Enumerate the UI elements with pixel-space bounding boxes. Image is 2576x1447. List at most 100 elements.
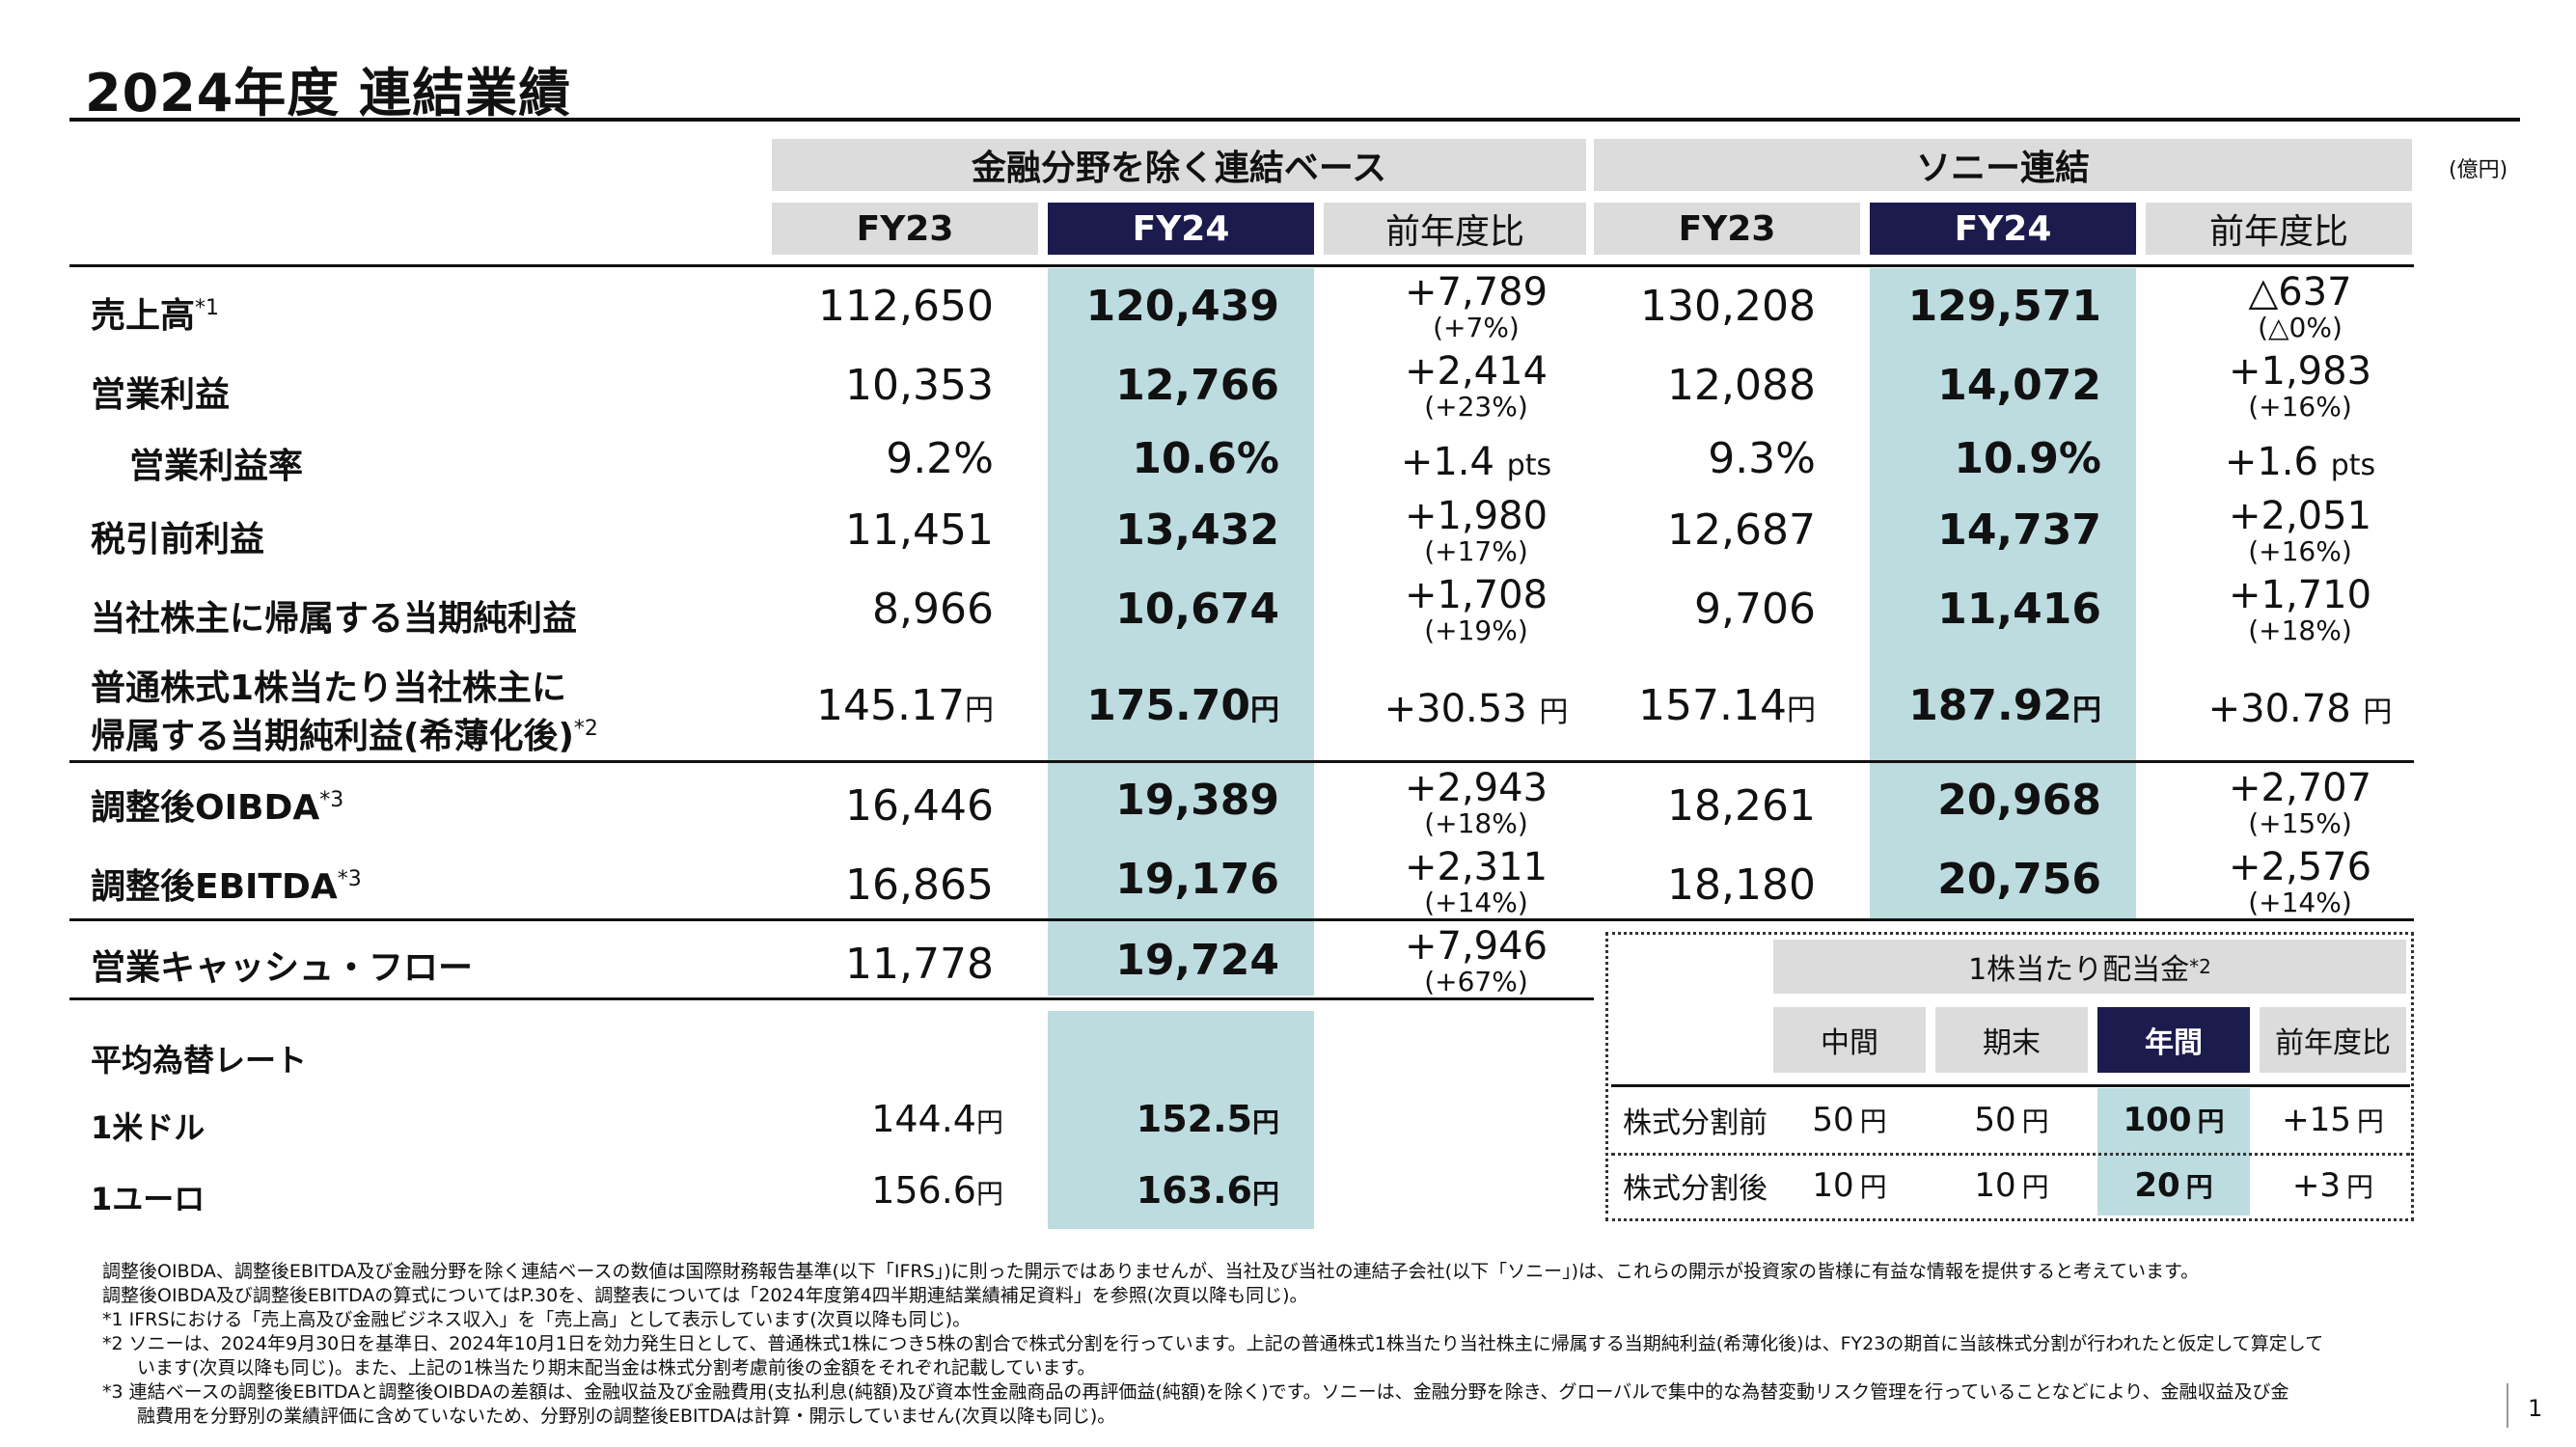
value-ex-yoy: +7,946 (+67%) (1404, 924, 1548, 997)
table-top-rule (69, 264, 2414, 267)
value-sony-fy24: 129,571 (1907, 282, 2101, 331)
value-ex-fy24: 10.6% (1132, 434, 1279, 483)
col-header-ex-fy23: FY23 (772, 203, 1038, 255)
dividend-yoy: +15 円 (2282, 1101, 2384, 1139)
value-ex-fy24: 19,389 (1115, 776, 1279, 825)
dividend-title: 1株当たり配当金 *2 (1773, 940, 2406, 994)
table-mid-rule (69, 760, 2414, 763)
value-ex-fy23: 16,446 (845, 781, 994, 831)
col-header-sony-yoy: 前年度比 (2146, 203, 2412, 255)
group-header-sony-consolidated: ソニー連結 (1594, 139, 2412, 191)
title-underline (69, 118, 2520, 122)
row-label: 営業利益率 (129, 447, 304, 486)
fx-eur-fy24: 163.6円 (1136, 1169, 1279, 1212)
dividend-annual: 20 円 (2134, 1166, 2213, 1205)
value-ex-fy24: 12,766 (1115, 361, 1279, 410)
value-sony-fy24: 187.92円 (1908, 681, 2101, 730)
value-ex-fy24: 175.70円 (1086, 681, 1279, 730)
row-label: 営業キャッシュ・フロー (91, 948, 474, 988)
dividend-header-yearend: 期末 (1935, 1007, 2088, 1073)
value-sony-yoy: +2,051 (+16%) (2228, 494, 2372, 567)
dividend-interim: 10 円 (1812, 1166, 1887, 1205)
dividend-box (1605, 932, 2414, 1221)
value-sony-fy24: 20,756 (1937, 855, 2101, 904)
dividend-yearend: 10 円 (1974, 1166, 2049, 1205)
value-sony-yoy: △637 (△0%) (2248, 270, 2352, 343)
value-sony-fy23: 18,180 (1667, 860, 1816, 910)
value-ex-yoy: +1,980 (+17%) (1404, 494, 1548, 567)
value-ex-yoy: +2,943 (+18%) (1404, 766, 1548, 839)
dividend-row-label: 株式分割前 (1623, 1106, 1768, 1140)
dividend-yoy: +3 円 (2291, 1166, 2374, 1205)
row-label-line2: 帰属する当期純利益(希薄化後)*2 (91, 717, 598, 756)
value-ex-fy23: 112,650 (818, 282, 994, 331)
value-ex-fy24: 10,674 (1115, 585, 1279, 634)
group-header-excl-financial: 金融分野を除く連結ベース (772, 139, 1586, 191)
value-sony-fy23: 157.14円 (1638, 681, 1816, 730)
fx-section-title: 平均為替レート (91, 1042, 308, 1078)
col-header-ex-fy24: FY24 (1048, 203, 1314, 255)
value-sony-yoy: +1.6 pts (2224, 440, 2376, 484)
dividend-annual: 100 円 (2123, 1101, 2225, 1139)
value-ex-fy24: 19,724 (1115, 936, 1279, 985)
row-label-line1: 普通株式1株当たり当社株主に (91, 669, 567, 708)
fy24-highlight-ex (1048, 268, 1314, 996)
col-header-ex-yoy: 前年度比 (1324, 203, 1586, 255)
fx-eur-fy23: 156.6円 (871, 1169, 1003, 1212)
row-label: 当社株主に帰属する当期純利益 (91, 599, 578, 639)
row-label: 売上高*1 (91, 296, 220, 336)
row-label: 調整後OIBDA*3 (91, 788, 344, 828)
value-sony-fy23: 130,208 (1640, 282, 1816, 331)
value-ex-fy24: 19,176 (1115, 855, 1279, 904)
value-sony-fy23: 18,261 (1667, 781, 1816, 831)
col-header-sony-fy23: FY23 (1594, 203, 1860, 255)
fx-usd-label: 1米ドル (91, 1109, 206, 1146)
value-sony-yoy: +2,576 (+14%) (2228, 845, 2372, 918)
value-ex-fy23: 8,966 (872, 585, 994, 634)
row-label: 調整後EBITDA*3 (91, 867, 362, 907)
footnote: *1 IFRSにおける「売上高及び金融ビジネス収入」を「売上高」として表示してい… (102, 1309, 972, 1330)
value-sony-fy24: 14,072 (1937, 361, 2101, 410)
value-sony-fy23: 9,706 (1694, 585, 1816, 634)
value-sony-yoy: +2,707 (+15%) (2228, 766, 2372, 839)
page-title: 2024年度 連結業績 (85, 63, 572, 123)
footnote: 調整後OIBDA、調整後EBITDA及び金融分野を除く連結ベースの数値は国際財務… (102, 1261, 2200, 1282)
value-sony-yoy: +1,710 (+18%) (2228, 573, 2372, 646)
value-ex-yoy: +2,311 (+14%) (1404, 845, 1548, 918)
value-ex-fy24: 120,439 (1085, 282, 1279, 331)
value-sony-fy24: 20,968 (1937, 776, 2101, 825)
value-ex-fy23: 9.2% (886, 434, 994, 483)
value-ex-fy23: 16,865 (845, 860, 994, 910)
dividend-header-yoy: 前年度比 (2260, 1007, 2406, 1073)
dividend-yearend: 50 円 (1974, 1101, 2049, 1139)
fx-usd-fy23: 144.4円 (871, 1098, 1003, 1140)
unit-label: (億円) (2449, 158, 2508, 182)
fx-eur-label: 1ユーロ (91, 1181, 206, 1217)
value-sony-fy24: 10.9% (1954, 434, 2101, 483)
value-ex-fy23: 11,451 (845, 505, 994, 555)
table-cashflow-rule (69, 997, 1594, 1000)
value-sony-fy23: 12,088 (1667, 361, 1816, 410)
value-sony-fy24: 11,416 (1937, 585, 2101, 634)
value-ex-fy23: 11,778 (845, 940, 994, 989)
value-ex-yoy: +1,708 (+19%) (1404, 573, 1548, 646)
col-header-sony-fy24: FY24 (1870, 203, 2136, 255)
dividend-row-divider (1611, 1153, 2410, 1156)
value-ex-fy23: 145.17円 (816, 681, 994, 730)
fy24-highlight-sony (1870, 268, 2136, 918)
footnote: *2 ソニーは、2024年9月30日を基準日、2024年10月1日を効力発生日と… (102, 1333, 2324, 1354)
table-ebitda-rule (69, 918, 2414, 921)
value-ex-fy24: 13,432 (1115, 505, 1279, 555)
row-label: 営業利益 (91, 375, 231, 415)
dividend-rule (1611, 1084, 2410, 1087)
value-sony-yoy: +1,983 (+16%) (2228, 349, 2372, 423)
dividend-row-label: 株式分割後 (1623, 1172, 1768, 1206)
value-sony-fy23: 9.3% (1708, 434, 1816, 483)
value-ex-yoy: +30.53 円 (1384, 687, 1569, 731)
dividend-header-interim: 中間 (1773, 1007, 1926, 1073)
value-sony-yoy: +30.78 円 (2207, 687, 2393, 731)
footnote: 融費用を分野別の業績評価に含めていないため、分野別の調整後EBITDAは計算・開… (137, 1406, 1116, 1427)
value-ex-yoy: +2,414 (+23%) (1404, 349, 1548, 423)
page-number-bar (2507, 1383, 2508, 1428)
dividend-annual-highlight (2097, 1088, 2250, 1215)
